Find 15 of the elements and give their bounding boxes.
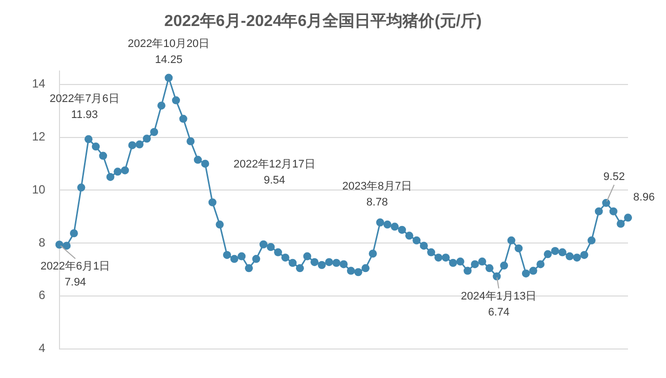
text: 8.96: [633, 192, 655, 204]
annotation: 2023年8月7日 8.78: [342, 180, 412, 208]
y-tick-label: 6: [38, 288, 46, 302]
y-tick-label: 10: [32, 182, 46, 196]
y-tick-label: 4: [38, 341, 46, 356]
annotation: 2022年6月1日 7.94: [40, 260, 110, 289]
annotation: 2024年1月13日 6.74: [460, 290, 537, 318]
chart-title: 2022年6月-2024年6月全国日平均猪价(元/斤): [164, 12, 482, 30]
y-tick-label: 14: [32, 76, 46, 91]
y-tick-label: 12: [32, 130, 46, 144]
annotation: 2022年12月17日 9.54: [233, 158, 316, 186]
annotation: 2022年7月6日 11.93: [50, 93, 120, 122]
y-tick-label: 8: [38, 235, 46, 250]
text: 2022年10月20日 14.25: [128, 38, 210, 66]
annotation: 9.52: [603, 170, 625, 183]
